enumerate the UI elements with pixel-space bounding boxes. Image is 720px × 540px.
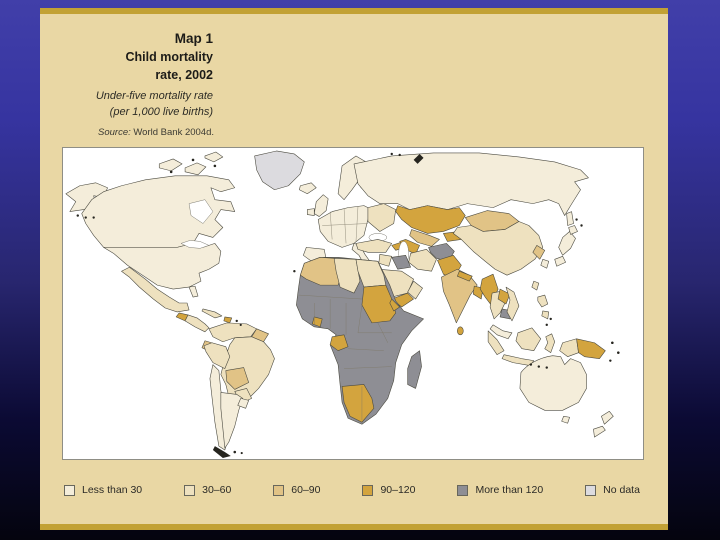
legend-label: 30–60 xyxy=(202,484,232,496)
region-china xyxy=(453,221,544,276)
region-syria xyxy=(378,254,393,267)
source-text: World Bank 2004d. xyxy=(130,127,215,138)
region-peru xyxy=(203,342,231,369)
region-central-america xyxy=(184,314,210,333)
legend-swatch-30-60 xyxy=(184,484,196,496)
legend-swatch-90-120 xyxy=(362,484,374,496)
legend-swatch-no-data xyxy=(585,484,597,496)
region-sudan xyxy=(361,284,397,324)
legend-label: More than 120 xyxy=(475,484,544,496)
map-legend: Less than 30 30–60 60–90 90–120 More tha… xyxy=(64,484,640,496)
region-russia xyxy=(353,152,589,216)
region-sumatra xyxy=(487,330,505,355)
region-madagascar xyxy=(407,350,422,389)
figure-header: Map 1 Child mortality rate, 2002 Under-f… xyxy=(40,30,213,120)
region-alaska xyxy=(65,182,108,212)
region-tasmania xyxy=(561,415,570,424)
region-greenland xyxy=(254,150,305,191)
europe-country-borders xyxy=(322,206,368,244)
legend-item-less-than-30: Less than 30 xyxy=(64,484,142,496)
legend-item-60-90: 60–90 xyxy=(273,484,320,496)
region-japan xyxy=(558,231,576,256)
region-australia xyxy=(519,355,587,411)
region-philippines xyxy=(537,294,549,308)
world-map xyxy=(62,147,644,460)
legend-swatch-60-90 xyxy=(273,484,285,496)
figure-title-line3: rate, 2002 xyxy=(155,68,213,82)
region-arctic-islands xyxy=(184,162,207,176)
source-label: Source: xyxy=(98,127,131,138)
legend-label: 60–90 xyxy=(291,484,321,496)
figure-title-line2: Child mortality xyxy=(125,50,213,64)
legend-item-90-120: 90–120 xyxy=(362,484,416,496)
figure-subtitle: Under-five mortality rate (per 1,000 liv… xyxy=(40,89,213,120)
legend-label: Less than 30 xyxy=(82,484,143,496)
region-arctic-islands xyxy=(204,151,224,163)
region-papua-new-guinea xyxy=(576,338,606,359)
hudson-bay xyxy=(188,199,214,224)
region-south-korea xyxy=(540,258,550,269)
island-specks xyxy=(76,152,620,455)
great-lakes xyxy=(180,240,210,249)
region-north-korea xyxy=(532,245,546,260)
region-philippines-south xyxy=(541,310,550,320)
legend-swatch-less-than-30 xyxy=(64,484,75,496)
region-java xyxy=(501,354,535,366)
region-argentina xyxy=(220,392,244,449)
region-uzbekistan xyxy=(409,229,440,247)
region-turkey xyxy=(355,239,393,253)
region-mexico xyxy=(121,266,190,313)
figure-title-number: Map 1 xyxy=(174,31,213,46)
region-iraq xyxy=(391,255,411,270)
region-malaysia xyxy=(489,324,513,340)
region-ireland xyxy=(306,208,315,216)
region-hokkaido xyxy=(568,225,578,235)
region-florida xyxy=(188,285,199,298)
africa-country-borders xyxy=(298,294,392,421)
region-bolivia xyxy=(225,367,249,390)
region-hispaniola xyxy=(223,316,233,324)
legend-item-more-than-120: More than 120 xyxy=(457,484,543,496)
region-vietnam xyxy=(505,286,520,322)
legend-label: No data xyxy=(603,484,640,496)
legend-item-no-data: No data xyxy=(585,484,640,496)
region-new-zealand-south xyxy=(593,425,606,438)
region-sri-lanka xyxy=(457,326,464,336)
legend-label: 90–120 xyxy=(380,484,416,496)
region-eastern-europe xyxy=(367,203,397,232)
region-iceland xyxy=(299,182,317,195)
figure-subtitle-line2: (per 1,000 live births) xyxy=(109,105,213,118)
world-map-svg xyxy=(65,150,620,459)
region-arctic-islands xyxy=(158,158,183,172)
figure-panel: Map 1 Child mortality rate, 2002 Under-f… xyxy=(40,8,668,530)
region-uruguay xyxy=(237,398,249,409)
region-laos xyxy=(497,288,511,305)
region-new-zealand xyxy=(601,411,614,425)
region-west-papua xyxy=(559,338,579,357)
region-sulawesi xyxy=(544,333,556,353)
region-gabon-congo xyxy=(329,334,349,351)
region-sakhalin xyxy=(566,211,574,226)
region-kazakhstan xyxy=(395,205,466,234)
figure-subtitle-line1: Under-five mortality rate xyxy=(95,90,213,102)
figure-source: Source: World Bank 2004d. xyxy=(98,127,214,138)
region-southern-africa xyxy=(341,384,375,423)
region-uk xyxy=(313,194,329,217)
region-iran xyxy=(408,249,437,272)
region-borneo xyxy=(515,327,542,351)
region-oman xyxy=(407,280,423,300)
region-india xyxy=(441,268,478,324)
region-eritrea xyxy=(389,298,400,312)
tierra-del-fuego xyxy=(212,446,231,459)
legend-swatch-more-than-120 xyxy=(457,484,469,496)
region-nepal xyxy=(457,270,473,282)
region-cuba xyxy=(201,308,223,319)
region-usa xyxy=(103,243,222,290)
region-taiwan xyxy=(531,280,540,291)
region-ghana xyxy=(311,316,323,328)
region-japan-south xyxy=(554,256,566,267)
legend-item-30-60: 30–60 xyxy=(184,484,231,496)
